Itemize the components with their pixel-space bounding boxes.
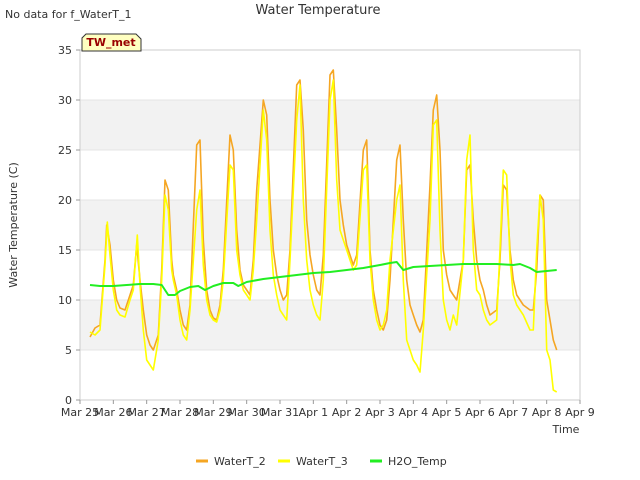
legend-label: H2O_Temp (388, 455, 447, 468)
station-badge-label: TW_met (86, 36, 135, 49)
x-tick-label: Mar 27 (128, 406, 166, 419)
x-tick-label: Apr 1 (299, 406, 329, 419)
legend: WaterT_2 WaterT_3 H2O_Temp (196, 455, 447, 468)
y-tick-label: 5 (65, 344, 72, 357)
x-tick-label: Apr 7 (499, 406, 529, 419)
x-axis-label: Time (552, 423, 580, 436)
x-tick-label: Apr 4 (399, 406, 429, 419)
x-tick-label: Mar 30 (228, 406, 266, 419)
x-tick-label: Mar 29 (194, 406, 232, 419)
x-tick-label: Apr 2 (332, 406, 362, 419)
x-tick-label: Apr 8 (532, 406, 562, 419)
legend-label: WaterT_3 (296, 455, 348, 468)
y-tick-label: 10 (58, 294, 72, 307)
no-data-note: No data for f_WaterT_1 (5, 8, 131, 21)
x-tick-label: Mar 25 (61, 406, 99, 419)
legend-label: WaterT_2 (214, 455, 266, 468)
x-tick-label: Apr 5 (432, 406, 462, 419)
y-tick-label: 25 (58, 144, 72, 157)
grid-bands (80, 100, 580, 350)
y-axis-label: Water Temperature (C) (7, 162, 20, 287)
y-tick-label: 20 (58, 194, 72, 207)
plot-frame (79, 49, 581, 401)
x-tick-label: Mar 26 (94, 406, 132, 419)
y-axis-ticks: 0 5 10 15 20 25 30 35 (58, 44, 80, 407)
grid-band (80, 200, 580, 250)
series-line-h2o-temp (89, 261, 557, 296)
x-tick-label: Apr 6 (465, 406, 495, 419)
y-tick-label: 0 (65, 394, 72, 407)
y-tick-label: 35 (58, 44, 72, 57)
series-lines (89, 69, 558, 393)
x-tick-label: Mar 28 (161, 406, 199, 419)
x-tick-label: Mar 31 (261, 406, 299, 419)
series-line-watert-3 (89, 79, 558, 393)
chart-title: Water Temperature (256, 3, 381, 18)
y-tick-label: 30 (58, 94, 72, 107)
series-line-watert-2 (89, 69, 558, 351)
x-tick-label: Apr 9 (565, 406, 595, 419)
x-tick-label: Apr 3 (365, 406, 395, 419)
station-badge: TW_met (81, 33, 142, 52)
y-tick-label: 15 (58, 244, 72, 257)
